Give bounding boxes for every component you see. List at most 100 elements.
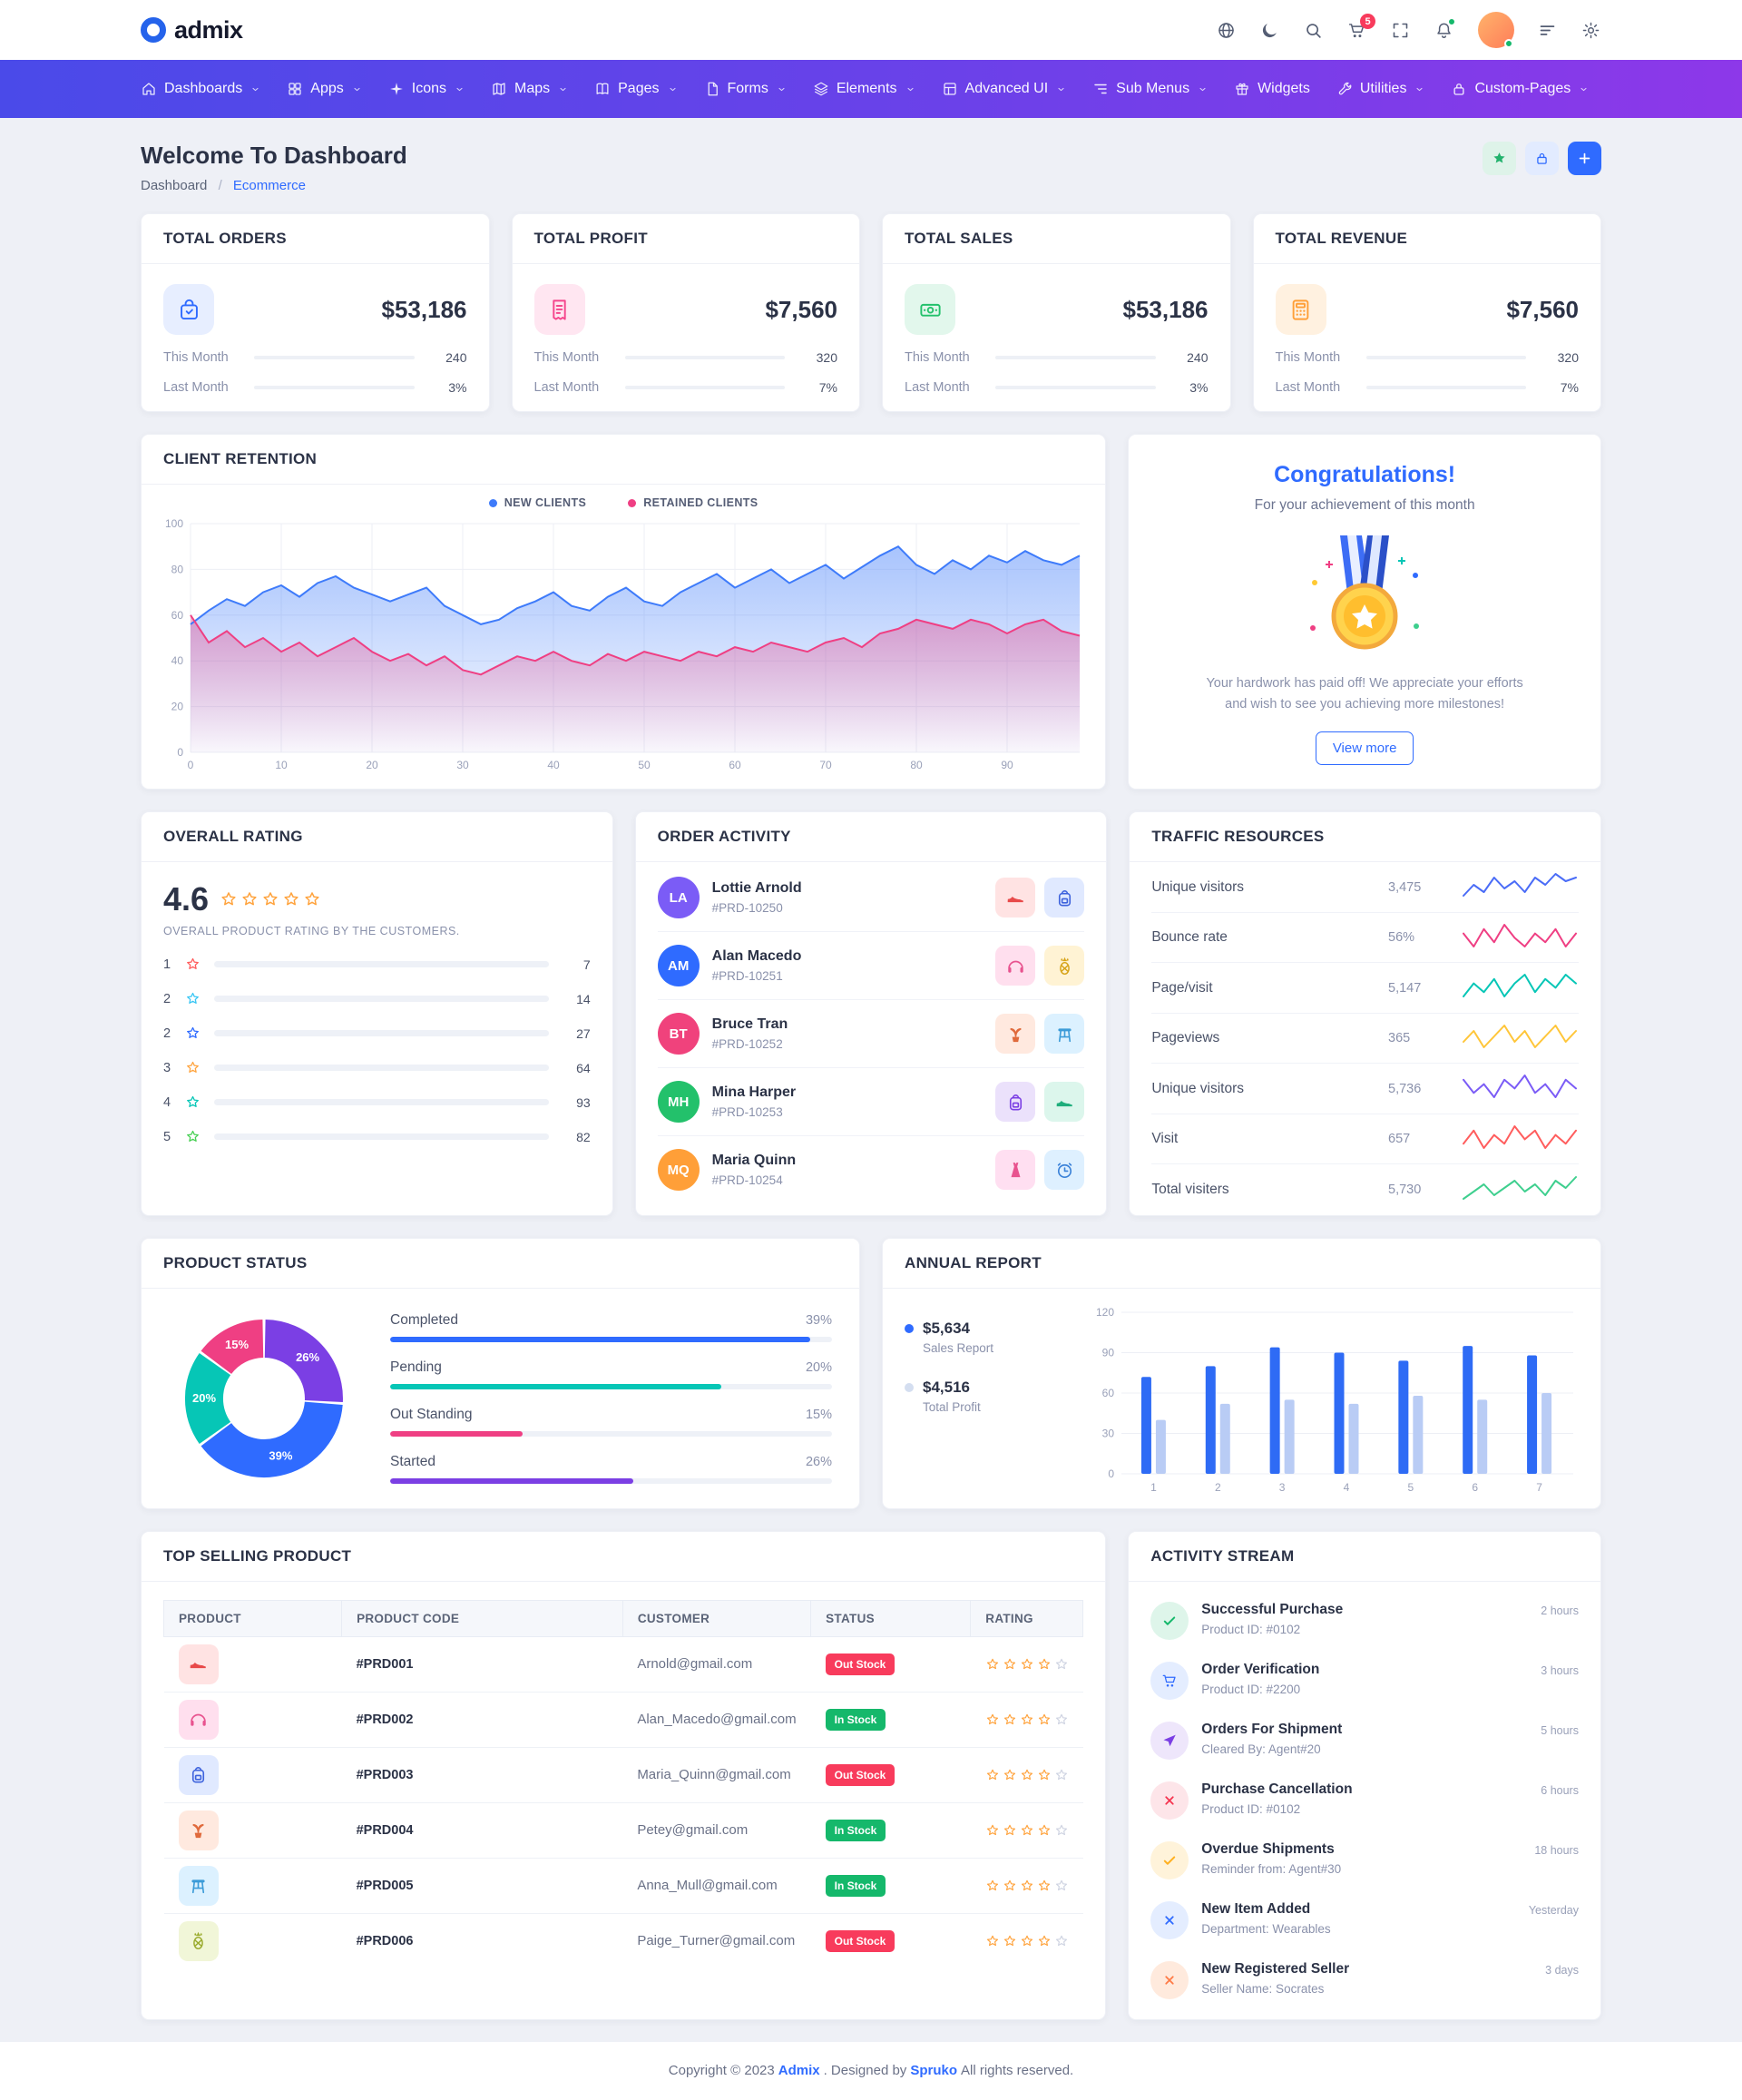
order-activity-card: ORDER ACTIVITY LA Lottie Arnold #PRD-102… (634, 811, 1108, 1216)
star-icon (1003, 1657, 1017, 1672)
table-row[interactable]: #PRD005 Anna_Mull@gmail.com In Stock (163, 1858, 1083, 1914)
lock-button[interactable] (1525, 142, 1559, 175)
legend-dot (628, 498, 637, 507)
map-icon (491, 81, 507, 97)
fullscreen-icon[interactable] (1391, 20, 1411, 40)
product-code: #PRD001 (341, 1636, 623, 1693)
product-thumbnail (178, 1644, 219, 1684)
table-row[interactable]: #PRD006 Paige_Turner@gmail.com Out Stock (164, 1913, 1083, 1968)
view-more-button[interactable]: View more (1315, 731, 1414, 766)
cart-badge: 5 (1360, 14, 1375, 29)
activity-item[interactable]: New Item Added Department: Wearables Yes… (1150, 1890, 1579, 1950)
order-activity-row[interactable]: LA Lottie Arnold #PRD-10250 (657, 864, 1085, 933)
nav-item-advanced-ui[interactable]: Advanced UI (942, 81, 1067, 97)
annual-report-bar-chart: 0 30 60 90 120 1 2 3 4 5 6 7 (1091, 1305, 1579, 1497)
dark-mode-icon[interactable] (1260, 20, 1280, 40)
product-code: #PRD-10252 (711, 1037, 783, 1052)
rating-bar (214, 1065, 549, 1072)
progress-bar (995, 356, 1156, 359)
svg-text:0: 0 (177, 746, 183, 759)
wrench-icon (1336, 81, 1353, 97)
nav-item-sub-menus[interactable]: Sub Menus (1092, 81, 1208, 97)
notifications-icon[interactable] (1434, 18, 1455, 40)
nav-item-custom-pages[interactable]: Custom-Pages (1451, 81, 1589, 97)
column-header: CUSTOMER (621, 1599, 812, 1637)
breadcrumb-dashboard[interactable]: Dashboard (141, 178, 208, 193)
rating-score: 4.6 (163, 880, 210, 918)
order-activity-row[interactable]: MH Mina Harper #PRD-10253 (657, 1068, 1085, 1137)
order-activity-row[interactable]: AM Alan Macedo #PRD-10251 (657, 932, 1085, 1001)
breadcrumb-ecommerce[interactable]: Ecommerce (232, 178, 306, 193)
star-icon (1492, 151, 1507, 166)
topbar-icon-group-right (1538, 20, 1601, 40)
customer-email: Arnold@gmail.com (622, 1636, 811, 1693)
cross-icon (1161, 1912, 1178, 1928)
stat-value: $53,186 (1122, 295, 1209, 323)
file-icon (704, 81, 720, 97)
activity-time: 18 hours (1534, 1843, 1579, 1857)
footer-brand-link[interactable]: Admix (778, 2063, 820, 2079)
star-icon (1003, 1879, 1017, 1893)
table-row[interactable]: #PRD002 Alan_Macedo@gmail.com In Stock (163, 1692, 1083, 1748)
stool-icon (1054, 1024, 1075, 1045)
column-header: STATUS (810, 1599, 972, 1637)
status-badge: Out Stock (825, 1653, 895, 1675)
product-thumbnail (178, 1754, 219, 1795)
sidebar-toggle-icon[interactable] (1538, 20, 1558, 40)
rating-stars (985, 1934, 1069, 1948)
avatar[interactable] (1478, 12, 1514, 48)
star-icon (1054, 1768, 1069, 1782)
order-activity-row[interactable]: BT Bruce Tran #PRD-10252 (657, 1000, 1085, 1069)
nav-item-widgets[interactable]: Widgets (1234, 81, 1310, 97)
brand-logo[interactable]: admix (141, 16, 243, 44)
search-icon[interactable] (1304, 20, 1324, 40)
order-activity-row[interactable]: MQ Maria Quinn #PRD-10254 (657, 1136, 1085, 1203)
activity-item[interactable]: Successful Purchase Product ID: #0102 2 … (1150, 1591, 1579, 1651)
activity-item[interactable]: Purchase Cancellation Product ID: #0102 … (1150, 1771, 1579, 1830)
traffic-resources-card: TRAFFIC RESOURCES Unique visitors 3,475 … (1129, 811, 1601, 1216)
star-icon (1037, 1879, 1052, 1893)
footer-designer-link[interactable]: Spruko (910, 2063, 957, 2079)
chevron-down-icon (1198, 84, 1208, 94)
activity-item[interactable]: New Registered Seller Seller Name: Socra… (1150, 1950, 1579, 2010)
nav-item-dashboards[interactable]: Dashboards (141, 81, 260, 97)
order-activity-title: ORDER ACTIVITY (635, 812, 1107, 863)
nav-item-icons[interactable]: Icons (388, 81, 465, 97)
table-row[interactable]: #PRD004 Petey@gmail.com In Stock (163, 1802, 1083, 1859)
nav-item-pages[interactable]: Pages (594, 81, 677, 97)
table-row[interactable]: #PRD003 Maria_Quinn@gmail.com Out Stock (163, 1747, 1083, 1803)
svg-text:15%: 15% (225, 1338, 249, 1351)
settings-icon[interactable] (1581, 20, 1601, 40)
nav-item-maps[interactable]: Maps (491, 81, 568, 97)
client-retention-legend: NEW CLIENTS RETAINED CLIENTS (142, 485, 1105, 511)
product-code: #PRD-10254 (711, 1173, 783, 1188)
activity-item[interactable]: Orders For Shipment Cleared By: Agent#20… (1150, 1711, 1579, 1771)
stat-card: TOTAL PROFIT $7,560 This Month 320 (511, 213, 860, 412)
product-status-title: PRODUCT STATUS (142, 1239, 859, 1289)
star-icon (1037, 1934, 1052, 1948)
svg-text:39%: 39% (269, 1448, 292, 1462)
customer-name: Maria Quinn (711, 1153, 797, 1169)
rating-stars (985, 1879, 1069, 1893)
activity-item[interactable]: Overdue Shipments Reminder from: Agent#3… (1150, 1830, 1579, 1890)
stool-icon (188, 1875, 209, 1896)
star-icon (985, 1879, 1000, 1893)
nav-item-apps[interactable]: Apps (287, 81, 361, 97)
nav-item-forms[interactable]: Forms (704, 81, 787, 97)
clock-icon (1054, 1160, 1075, 1181)
chevron-down-icon (558, 84, 568, 94)
language-icon[interactable] (1217, 20, 1237, 40)
product-thumbnail (178, 1810, 219, 1850)
lock-icon (1451, 81, 1467, 97)
activity-title: Order Verification (1201, 1661, 1320, 1677)
product-code: #PRD-10253 (711, 1105, 783, 1120)
table-row[interactable]: #PRD001 Arnold@gmail.com Out Stock (163, 1636, 1083, 1693)
add-button[interactable] (1568, 142, 1601, 175)
chevron-down-icon (1579, 84, 1589, 94)
nav-item-utilities[interactable]: Utilities (1336, 81, 1425, 97)
cart-icon[interactable]: 5 (1347, 14, 1375, 40)
favorite-button[interactable] (1483, 142, 1516, 175)
layout-icon (942, 81, 958, 97)
nav-item-elements[interactable]: Elements (813, 81, 915, 97)
activity-item[interactable]: Order Verification Product ID: #2200 3 h… (1150, 1651, 1579, 1711)
